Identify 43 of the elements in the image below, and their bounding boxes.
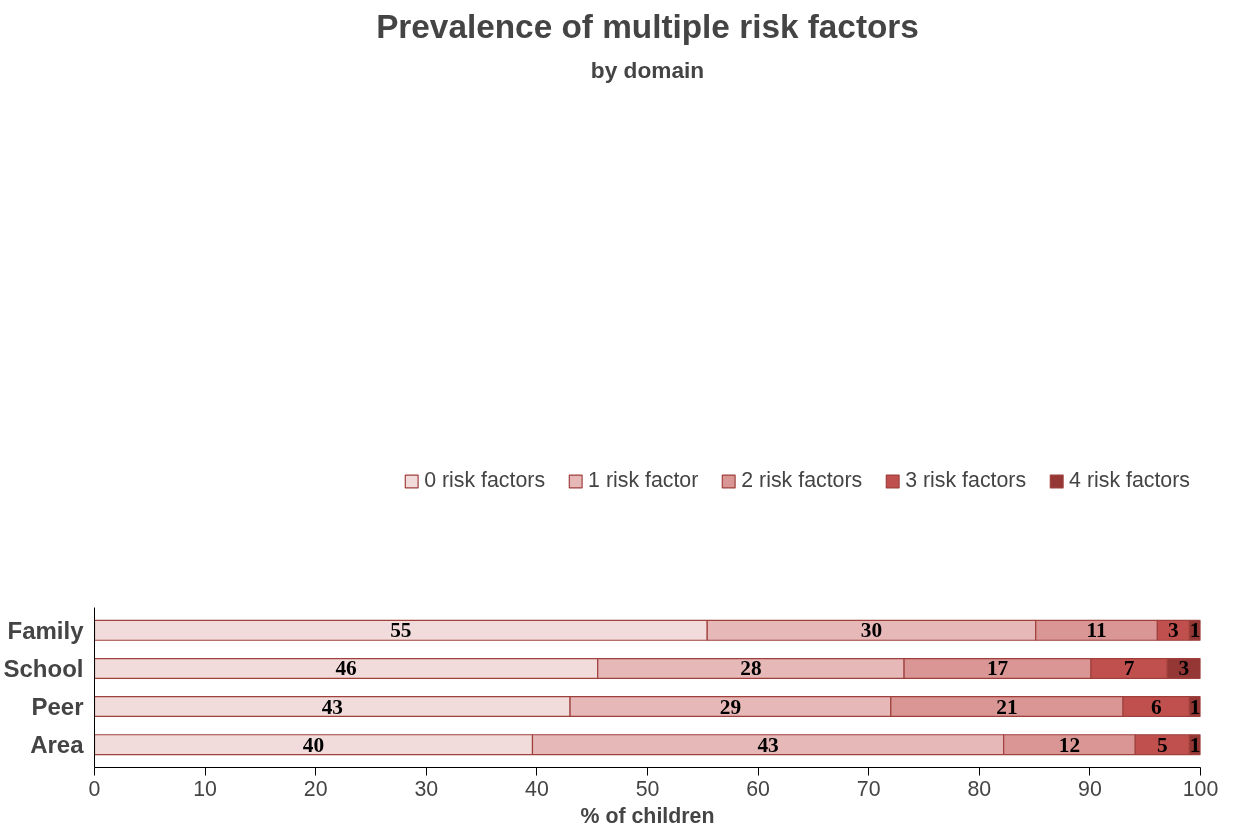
legend-label: 4 risk factors <box>1069 468 1190 494</box>
data-label: 55 <box>390 618 412 643</box>
x-axis-title: % of children <box>580 803 715 828</box>
x-tick-label: 20 <box>303 776 328 801</box>
y-tick-label: Area <box>30 731 85 759</box>
x-tick-label: 90 <box>1078 776 1102 801</box>
x-tick-label: 70 <box>856 776 881 801</box>
data-label: 1 <box>1189 732 1201 757</box>
data-label: 11 <box>1086 618 1107 643</box>
data-label: 1 <box>1189 694 1201 719</box>
y-tick-label: Family <box>7 616 85 644</box>
chart-subtitle: by domain <box>590 56 705 83</box>
legend-label: 1 risk factor <box>588 468 699 494</box>
y-tick-label: Peer <box>31 693 84 721</box>
x-tick-label: 0 <box>88 776 101 801</box>
data-label: 43 <box>757 732 779 757</box>
data-label: 30 <box>860 618 883 643</box>
chart-title: Prevalence of multiple risk factors <box>376 7 919 45</box>
data-label: 46 <box>335 656 358 681</box>
x-tick-label: 40 <box>525 776 549 801</box>
data-label: 7 <box>1123 656 1135 681</box>
x-tick-label: 10 <box>193 776 218 801</box>
legend-label: 0 risk factors <box>424 468 546 494</box>
data-label: 29 <box>719 694 742 719</box>
x-tick-label: 30 <box>414 776 439 801</box>
data-label: 17 <box>986 656 1009 681</box>
data-label: 12 <box>1058 732 1081 757</box>
legend-label: 3 risk factors <box>905 468 1027 494</box>
data-label: 40 <box>302 732 325 757</box>
x-tick-label: 50 <box>635 776 660 801</box>
data-label: 5 <box>1157 732 1168 757</box>
data-label: 21 <box>996 694 1018 719</box>
data-label: 3 <box>1168 618 1179 643</box>
data-label: 6 <box>1150 694 1162 719</box>
x-tick-label: 60 <box>746 776 771 801</box>
x-tick-label: 80 <box>967 776 992 801</box>
legend-label: 2 risk factors <box>741 468 863 494</box>
data-label: 43 <box>321 694 343 719</box>
data-label: 3 <box>1178 656 1190 681</box>
x-tick-label: 100 <box>1182 776 1219 801</box>
y-tick-label: School <box>3 654 84 682</box>
data-label: 28 <box>740 656 762 681</box>
data-label: 1 <box>1189 618 1201 643</box>
